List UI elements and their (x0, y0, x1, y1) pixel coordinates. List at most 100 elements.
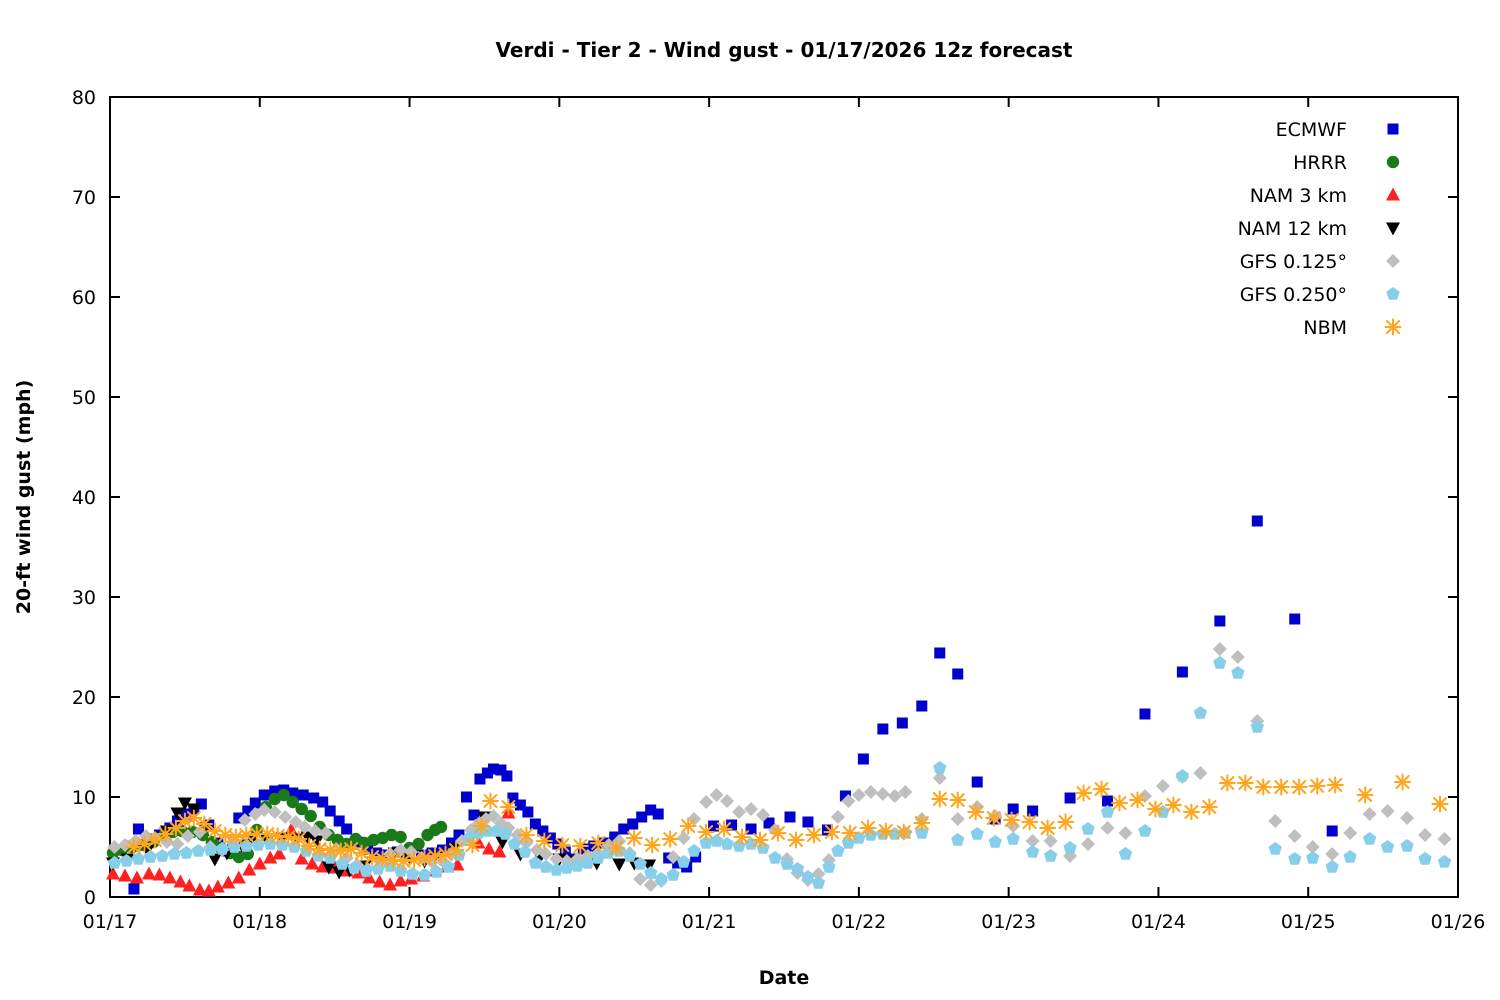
data-point-nbm (733, 828, 751, 846)
data-point-gfs-0-250 (581, 856, 595, 869)
data-point-gfs-0-125 (699, 795, 714, 809)
y-tick-label: 0 (84, 887, 96, 909)
data-point-nbm (279, 828, 297, 846)
data-point-hrrr (277, 788, 290, 802)
data-point-gfs-0-250 (1380, 840, 1395, 853)
data-point-nam-3-km (383, 877, 398, 891)
data-point-ecmwf (522, 806, 534, 818)
data-point-gfs-0-250 (143, 850, 158, 863)
plot-border (109, 96, 1459, 898)
data-point-gfs-0-125 (1268, 814, 1283, 828)
data-point-ecmwf (726, 819, 738, 831)
data-point-gfs-0-125 (1230, 650, 1245, 664)
data-point-ecmwf (1289, 613, 1301, 625)
data-point-ecmwf (1176, 666, 1188, 678)
data-point-nam-3-km (221, 875, 236, 889)
data-point-gfs-0-250 (1288, 852, 1302, 865)
data-point-gfs-0-125 (676, 831, 691, 845)
data-point-nam-12-km (177, 797, 192, 811)
data-point-nbm (679, 817, 697, 835)
legend-marker-ecmwf (1387, 123, 1399, 135)
data-point-ecmwf (474, 773, 486, 785)
legend-marker-gfs-0-250 (1386, 287, 1400, 300)
data-point-gfs-0-125 (549, 852, 564, 866)
data-point-nbm (258, 825, 276, 843)
data-point-nam-3-km (294, 851, 309, 865)
series-gfs-0-250 (107, 656, 1452, 889)
data-point-nam-3-km (117, 868, 132, 882)
data-point-gfs-0-250 (239, 839, 253, 852)
data-point-gfs-0-250 (1231, 666, 1245, 679)
data-point-nbm (481, 792, 499, 810)
data-point-nam-3-km (372, 874, 387, 888)
data-point-gfs-0-250 (287, 840, 301, 853)
data-point-gfs-0-250 (1175, 769, 1190, 782)
data-point-ecmwf (249, 797, 261, 809)
data-point-nbm (931, 790, 949, 808)
data-point-gfs-0-250 (131, 852, 146, 865)
data-point-gfs-0-250 (1325, 860, 1339, 873)
data-point-gfs-0-125 (841, 794, 856, 808)
y-tick-label: 60 (72, 287, 96, 309)
data-point-ecmwf (308, 792, 320, 804)
data-point-nbm (859, 819, 877, 837)
data-point-nbm (1128, 791, 1146, 809)
chart-title: Verdi - Tier 2 - Wind gust - 01/17/2026 … (496, 38, 1073, 62)
data-point-ecmwf (952, 668, 964, 680)
x-tick-label: 01/22 (832, 911, 887, 933)
data-point-nbm (290, 830, 308, 848)
data-point-gfs-0-250 (780, 857, 794, 870)
data-point-hrrr (394, 830, 407, 844)
data-point-gfs-0-250 (549, 863, 563, 876)
data-point-gfs-0-250 (951, 833, 965, 846)
data-point-nbm (1356, 786, 1374, 804)
data-point-nbm (571, 837, 589, 855)
data-point-gfs-0-125 (318, 826, 333, 840)
data-point-ecmwf (857, 753, 869, 765)
data-point-nbm (607, 839, 625, 857)
data-point-nam-3-km (231, 870, 246, 884)
data-point-gfs-0-125 (887, 789, 902, 803)
data-point-ecmwf (652, 808, 664, 820)
data-point-gfs-0-250 (1100, 805, 1115, 818)
data-point-gfs-0-125 (1100, 821, 1115, 835)
data-point-gfs-0-250 (480, 824, 495, 837)
data-point-ecmwf (1326, 825, 1338, 837)
data-point-ecmwf (1139, 708, 1151, 720)
data-point-gfs-0-125 (1437, 832, 1452, 846)
data-point-gfs-0-125 (756, 808, 771, 822)
data-point-nbm (823, 823, 841, 841)
data-point-gfs-0-125 (1343, 826, 1358, 840)
data-point-gfs-0-125 (486, 809, 501, 823)
data-point-ecmwf (468, 809, 480, 821)
data-point-ecmwf (839, 790, 851, 802)
data-point-nbm (1164, 796, 1182, 814)
data-point-gfs-0-125 (1193, 766, 1208, 780)
data-point-nbm (805, 826, 823, 844)
data-point-gfs-0-125 (107, 840, 122, 854)
data-point-nbm (1057, 813, 1075, 831)
data-point-nbm (697, 823, 715, 841)
data-point-gfs-0-250 (1306, 851, 1320, 864)
data-point-ecmwf (971, 776, 983, 788)
data-point-nbm (1021, 813, 1039, 831)
data-point-nbm (1218, 774, 1236, 792)
data-point-nbm (1326, 776, 1344, 794)
data-point-gfs-0-250 (251, 838, 265, 851)
data-point-hrrr (304, 809, 317, 823)
data-point-nbm (535, 832, 553, 850)
x-tick-label: 01/25 (1281, 911, 1336, 933)
data-point-nbm (769, 824, 787, 842)
data-point-gfs-0-250 (666, 868, 680, 881)
data-point-gfs-0-125 (257, 803, 272, 817)
data-point-ecmwf (636, 811, 648, 823)
data-point-gfs-0-250 (677, 855, 691, 868)
data-point-nbm (1236, 774, 1254, 792)
data-point-ecmwf (507, 792, 519, 804)
data-point-ecmwf (672, 857, 684, 869)
data-point-nbm (125, 838, 143, 856)
data-point-gfs-0-125 (237, 813, 252, 827)
data-point-ecmwf (481, 767, 493, 779)
data-point-nbm (589, 834, 607, 852)
legend-marker-hrrr (1386, 155, 1400, 169)
